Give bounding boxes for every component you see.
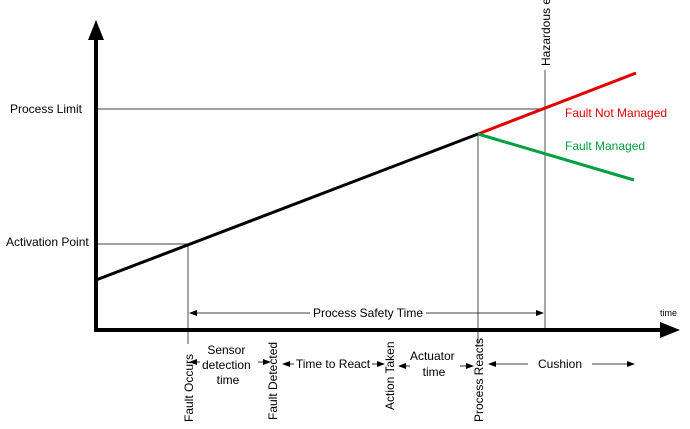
fault-not-managed-label: Fault Not Managed [565,106,667,120]
sensor-detection-time-line-1: Sensor [207,343,245,357]
actuator-time-line-2: time [423,365,446,379]
actuator-time-line-1: Actuator [410,349,455,363]
fault-detected-label: Fault Detected [266,342,280,420]
sensor-detection-time-line-3: time [217,373,240,387]
fault-managed-label: Fault Managed [565,139,645,153]
process-rise-line [95,132,479,282]
action-taken-label: Action Taken [383,342,397,411]
process-safety-time-label: Process Safety Time [313,306,423,320]
hazardous-event-label: Hazardous event [539,0,553,66]
x-axis-arrowhead [660,322,680,338]
activation-point-label: Activation Point [6,235,89,249]
fault-not-managed-line [477,71,637,136]
time-to-react-label: Time to React [296,357,371,371]
fault-managed-line [477,132,635,182]
fault-occurs-label: Fault Occurs [182,354,196,422]
cushion-label: Cushion [538,357,582,371]
sensor-detection-time-label: Sensor detection time [202,343,254,387]
sensor-detection-time-line-2: detection [202,358,251,372]
process-limit-label: Process Limit [10,102,83,116]
process-reacts-label: Process Reacts [472,338,486,422]
actuator-time-label: Actuator time [410,349,458,379]
y-axis-arrowhead [88,20,104,40]
x-axis-label: time [660,308,677,318]
